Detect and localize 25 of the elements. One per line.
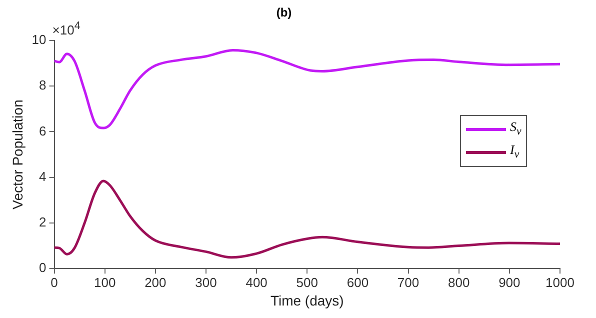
line-series (54, 180, 560, 259)
x-tick-label: 200 (144, 274, 166, 290)
legend-label: S$_{v}$ (510, 118, 522, 140)
x-tick-label: 800 (448, 274, 470, 290)
y-axis-title: Vector Population (9, 100, 26, 210)
x-tick-label: 0 (50, 274, 58, 290)
y-tick-label: 4 (39, 168, 46, 184)
chart-title: (b) (276, 6, 292, 20)
x-tick-label: 900 (498, 274, 520, 290)
y-tick-label: 2 (39, 214, 46, 230)
y-tick-label: 10 (32, 32, 46, 47)
y-tick-label: 8 (39, 78, 46, 93)
line-series (54, 48, 560, 130)
text: ×10$^{4}$ (52, 20, 80, 38)
y-tick-label: 6 (39, 123, 46, 138)
y-tick-label: 0 (39, 260, 46, 276)
x-axis-title: Time (days) (270, 292, 344, 308)
x-tick-label: 100 (94, 274, 116, 290)
x-tick-label: 1000 (546, 274, 574, 290)
legend-label: I$_{v}$ (510, 140, 520, 163)
x-tick-label: 400 (246, 274, 268, 290)
x-tick-label: 700 (397, 274, 420, 290)
x-tick-label: 300 (195, 274, 217, 290)
x-tick-label: 600 (346, 274, 369, 290)
x-tick-label: 500 (296, 274, 318, 290)
